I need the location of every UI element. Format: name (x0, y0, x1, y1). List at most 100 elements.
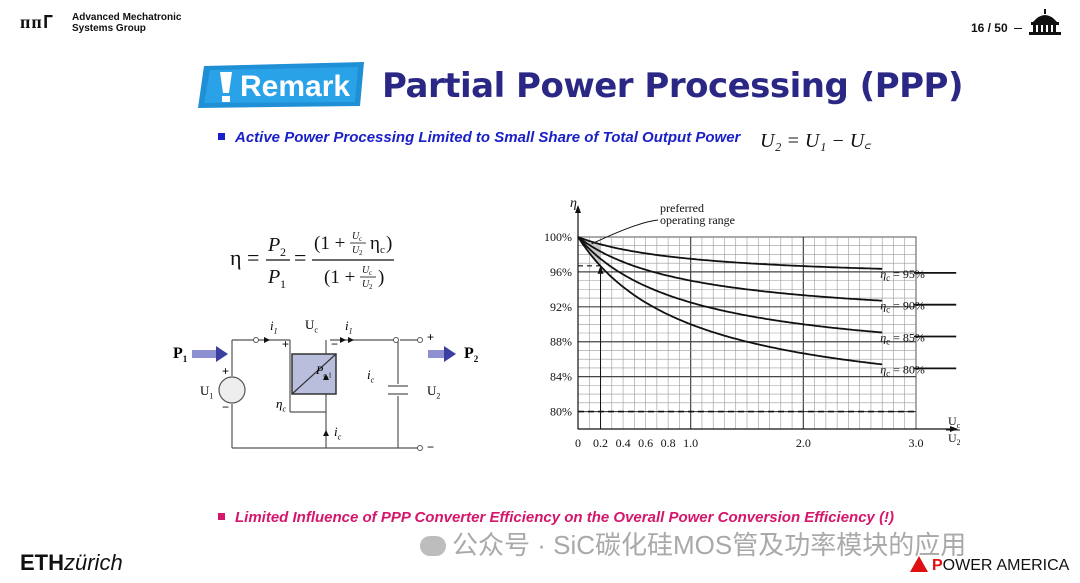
svg-text:2: 2 (280, 245, 286, 259)
building-icon (1029, 9, 1061, 35)
group-name-line1: Advanced Mechatronic (72, 12, 182, 23)
y-tick-label: 80% (550, 405, 572, 419)
series-label: ηc = 85% (880, 331, 925, 347)
dcdc-converter-icon (291, 353, 337, 395)
svg-text:): ) (378, 267, 384, 288)
y-tick-label: 100% (544, 230, 572, 244)
ic-bottom-label: ic (334, 424, 342, 442)
y-axis-label: η (570, 196, 577, 211)
i1-left-label: i1 (270, 318, 278, 336)
bullet-active-power: Active Power Processing Limited to Small… (218, 129, 740, 146)
i1-right-label: i1 (345, 318, 353, 336)
svg-text:η: η (370, 233, 380, 254)
annotation-pointer (591, 219, 659, 245)
svg-text:P: P (267, 266, 280, 288)
wechat-icon (420, 536, 446, 556)
chart-ticks: 100% 96% 92% 88% 84% 80% 0 0.2 0.4 0.6 0.8 1.0 2.0 3.… (544, 230, 924, 450)
bullet-square-icon (218, 133, 225, 140)
series-line (577, 236, 883, 270)
series-label: ηc = 80% (880, 362, 925, 378)
x-tick-label: 2.0 (796, 436, 811, 450)
remark-label: Remark (240, 70, 351, 103)
svg-text:1: 1 (280, 277, 286, 291)
svg-text:η =: η = (230, 245, 259, 270)
amsg-logo: ᴨᴨΓ (20, 12, 55, 33)
bullet-limited-influence-text: Limited Influence of PPP Converter Effic… (235, 509, 895, 526)
p1-arrow-icon (192, 346, 228, 362)
slide-title: Partial Power Processing (PPP) (382, 66, 964, 106)
svg-text:=: = (294, 245, 306, 270)
x-tick-label: 0.2 (593, 436, 608, 450)
x-tick-label: 0.6 (638, 436, 653, 450)
svg-text:): ) (386, 233, 392, 254)
bullet-active-power-text: Active Power Processing Limited to Small… (235, 129, 741, 146)
u2-label: U2 (427, 383, 441, 401)
series-line (577, 236, 883, 302)
page-number: 16 / 50 (971, 21, 1025, 35)
y-tick-label: 92% (550, 300, 572, 314)
svg-text:(1 +: (1 + (324, 267, 355, 288)
svg-text:2: 2 (359, 249, 363, 257)
poweramerica-icon (910, 556, 928, 572)
remark-badge: Remark (198, 62, 366, 108)
pc1-label: Pc,1 (316, 363, 332, 380)
series-line (577, 236, 883, 366)
svg-text:U: U (362, 265, 370, 276)
x-tick-label: 3.0 (909, 436, 924, 450)
out-minus-sign: − (427, 440, 435, 454)
chart-series (577, 236, 957, 370)
y-axis-arrow-icon (575, 205, 581, 213)
bullet-square-icon (218, 513, 225, 520)
p2-arrow-icon (428, 346, 456, 362)
series-label: ηc = 95% (880, 267, 925, 283)
p1-label: P1 (173, 345, 188, 365)
x-axis-label-numerator: Uc (948, 414, 960, 430)
svg-text:U: U (362, 279, 370, 290)
series-label: ηc = 90% (880, 299, 925, 315)
y-tick-label: 96% (550, 265, 572, 279)
group-name: Advanced Mechatronic Systems Group (72, 12, 181, 34)
uc-plus-sign: + (282, 337, 290, 351)
chart-grid (575, 205, 958, 432)
annotation-line1: preferred (660, 201, 704, 215)
u1-minus-sign: − (222, 400, 230, 414)
eta-c-label: ηc (276, 396, 287, 414)
p2-label: P2 (464, 345, 479, 365)
ic-right-label: ic (367, 367, 375, 385)
efficiency-chart: 100% 96% 92% 88% 84% 80% 0 0.2 0.4 0.6 0.8 1.0 2.0 3.… (544, 196, 960, 450)
preferred-range-arrow-icon (597, 265, 604, 274)
x-tick-label: 1.0 (683, 436, 698, 450)
x-tick-label: 0 (575, 436, 581, 450)
x-tick-label: 0.8 (661, 436, 676, 450)
ppp-circuit (192, 337, 456, 451)
source-u1-icon (218, 376, 246, 404)
uc-minus-sign: − (331, 337, 339, 351)
svg-text:U: U (352, 231, 360, 242)
page-number-text: 16 / 50 (970, 21, 1008, 35)
x-tick-label: 0.4 (616, 436, 631, 450)
svg-text:c: c (380, 244, 385, 256)
svg-text:2: 2 (369, 283, 373, 291)
out-plus-sign: + (427, 330, 435, 344)
wechat-watermark: 公众号 · SiC碳化硅MOS管及功率模块的应用 (420, 525, 966, 562)
svg-text:P: P (267, 234, 280, 256)
u1-label: U1 (200, 383, 214, 401)
svg-text:U: U (352, 245, 360, 256)
y-tick-label: 84% (550, 370, 572, 384)
eth-logo: ETHzürich (20, 550, 123, 575)
y-tick-label: 88% (550, 335, 572, 349)
svg-text:c: c (369, 269, 372, 277)
svg-text:(1 +: (1 + (314, 233, 345, 254)
annotation-line2: operating range (660, 213, 735, 227)
exclamation-icon (220, 72, 232, 102)
svg-text:c: c (359, 235, 362, 243)
x-axis-label-denominator: U2 (948, 431, 960, 447)
group-name-line2: Systems Group (72, 23, 146, 34)
chart-reference-lines (578, 265, 916, 429)
voltage-equation: U₂ = U₁ − U꜀ (760, 130, 872, 152)
bullet-limited-influence: Limited Influence of PPP Converter Effic… (218, 509, 894, 526)
u1-plus-sign: + (222, 364, 230, 378)
poweramerica-logo: POWER AMERICA (910, 556, 1069, 575)
